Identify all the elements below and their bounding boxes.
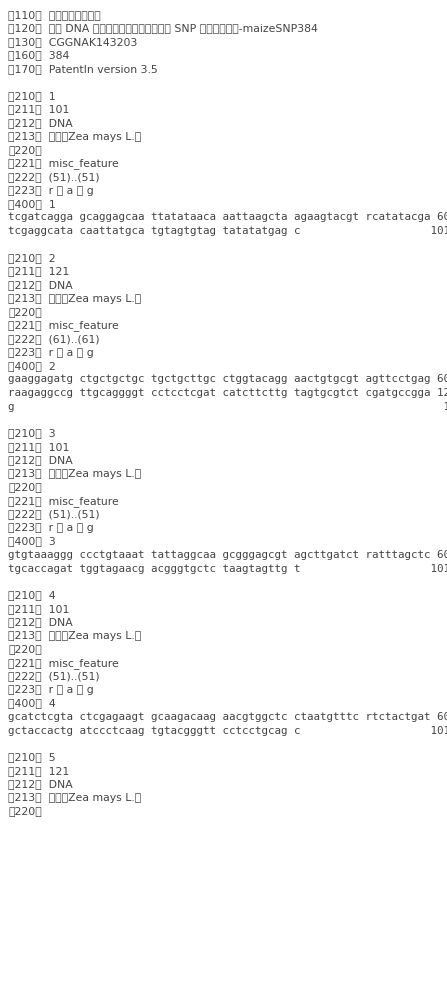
Text: tgcaccagat tggtagaacg acgggtgctc taagtagttg t                    101: tgcaccagat tggtagaacg acgggtgctc taagtag… bbox=[8, 564, 447, 574]
Text: 〈130〉  CGGNAK143203: 〈130〉 CGGNAK143203 bbox=[8, 37, 137, 47]
Text: 〈220〉: 〈220〉 bbox=[8, 806, 42, 816]
Text: 〈223〉  r 为 a 或 g: 〈223〉 r 为 a 或 g bbox=[8, 685, 94, 695]
Text: 〈210〉  1: 〈210〉 1 bbox=[8, 91, 55, 101]
Text: 〈221〉  misc_feature: 〈221〉 misc_feature bbox=[8, 496, 119, 507]
Text: 〈212〉  DNA: 〈212〉 DNA bbox=[8, 617, 73, 628]
Text: g                                                                  121: g 121 bbox=[8, 401, 447, 412]
Text: 〈220〉: 〈220〉 bbox=[8, 145, 42, 155]
Text: 〈213〉  玉米（Zea mays L.）: 〈213〉 玉米（Zea mays L.） bbox=[8, 631, 141, 641]
Text: 〈223〉  r 为 a 或 g: 〈223〉 r 为 a 或 g bbox=[8, 348, 94, 358]
Text: 〈220〉: 〈220〉 bbox=[8, 645, 42, 654]
Text: 〈222〉  (51)..(51): 〈222〉 (51)..(51) bbox=[8, 172, 100, 182]
Text: 〈223〉  r 为 a 或 g: 〈223〉 r 为 a 或 g bbox=[8, 186, 94, 196]
Text: 〈210〉  3: 〈210〉 3 bbox=[8, 428, 55, 438]
Text: 〈400〉  4: 〈400〉 4 bbox=[8, 698, 56, 708]
Text: 〈212〉  DNA: 〈212〉 DNA bbox=[8, 280, 73, 290]
Text: 〈222〉  (61)..(61): 〈222〉 (61)..(61) bbox=[8, 334, 100, 344]
Text: 〈170〉  PatentIn version 3.5: 〈170〉 PatentIn version 3.5 bbox=[8, 64, 158, 74]
Text: 〈213〉  玉米（Zea mays L.）: 〈213〉 玉米（Zea mays L.） bbox=[8, 793, 141, 803]
Text: 〈210〉  2: 〈210〉 2 bbox=[8, 253, 55, 263]
Text: 〈222〉  (51)..(51): 〈222〉 (51)..(51) bbox=[8, 672, 100, 682]
Text: 〈211〉  121: 〈211〉 121 bbox=[8, 266, 69, 276]
Text: 〈400〉  2: 〈400〉 2 bbox=[8, 361, 56, 371]
Text: 〈222〉  (51)..(51): 〈222〉 (51)..(51) bbox=[8, 510, 100, 520]
Text: 〈211〉  101: 〈211〉 101 bbox=[8, 604, 69, 614]
Text: gcatctcgta ctcgagaagt gcaagacaag aacgtggctc ctaatgtttc rtctactgat 60: gcatctcgta ctcgagaagt gcaagacaag aacgtgg… bbox=[8, 712, 447, 722]
Text: 〈223〉  r 为 a 或 g: 〈223〉 r 为 a 或 g bbox=[8, 523, 94, 533]
Text: raagaggccg ttgcaggggt cctcctcgat catcttcttg tagtgcgtct cgatgccgga 120: raagaggccg ttgcaggggt cctcctcgat catcttc… bbox=[8, 388, 447, 398]
Text: 〈160〉  384: 〈160〉 384 bbox=[8, 50, 69, 60]
Text: 〈221〉  misc_feature: 〈221〉 misc_feature bbox=[8, 658, 119, 669]
Text: 〈110〉  北京市农林科学院: 〈110〉 北京市农林科学院 bbox=[8, 10, 101, 20]
Text: 〈212〉  DNA: 〈212〉 DNA bbox=[8, 456, 73, 466]
Text: 〈221〉  misc_feature: 〈221〉 misc_feature bbox=[8, 158, 119, 169]
Text: 〈210〉  4: 〈210〉 4 bbox=[8, 590, 55, 600]
Text: tcgatcagga gcaggagcaa ttatataaca aattaagcta agaagtacgt rcatatacga 60: tcgatcagga gcaggagcaa ttatataaca aattaag… bbox=[8, 213, 447, 223]
Text: gtgtaaaggg ccctgtaaat tattaggcaa gcgggagcgt agcttgatct ratttagctc 60: gtgtaaaggg ccctgtaaat tattaggcaa gcgggag… bbox=[8, 550, 447, 560]
Text: gctaccactg atccctcaag tgtacgggtt cctcctgcag c                    101: gctaccactg atccctcaag tgtacgggtt cctcctg… bbox=[8, 726, 447, 736]
Text: 〈220〉: 〈220〉 bbox=[8, 307, 42, 317]
Text: 〈210〉  5: 〈210〉 5 bbox=[8, 752, 55, 762]
Text: 〈212〉  DNA: 〈212〉 DNA bbox=[8, 780, 73, 790]
Text: 〈213〉  玉米（Zea mays L.）: 〈213〉 玉米（Zea mays L.） bbox=[8, 294, 141, 304]
Text: 〈120〉  玉米 DNA 指纹库构建及品种分子鉴定 SNP 核心位点组合-maizeSNP384: 〈120〉 玉米 DNA 指纹库构建及品种分子鉴定 SNP 核心位点组合-mai… bbox=[8, 23, 318, 33]
Text: 〈213〉  玉米（Zea mays L.）: 〈213〉 玉米（Zea mays L.） bbox=[8, 131, 141, 141]
Text: 〈211〉  101: 〈211〉 101 bbox=[8, 104, 69, 114]
Text: 〈213〉  玉米（Zea mays L.）: 〈213〉 玉米（Zea mays L.） bbox=[8, 469, 141, 479]
Text: gaaggagatg ctgctgctgc tgctgcttgc ctggtacagg aactgtgcgt agttcctgag 60: gaaggagatg ctgctgctgc tgctgcttgc ctggtac… bbox=[8, 374, 447, 384]
Text: 〈220〉: 〈220〉 bbox=[8, 483, 42, 492]
Text: 〈211〉  121: 〈211〉 121 bbox=[8, 766, 69, 776]
Text: 〈211〉  101: 〈211〉 101 bbox=[8, 442, 69, 452]
Text: 〈212〉  DNA: 〈212〉 DNA bbox=[8, 118, 73, 128]
Text: 〈400〉  3: 〈400〉 3 bbox=[8, 536, 56, 546]
Text: 〈400〉  1: 〈400〉 1 bbox=[8, 199, 56, 209]
Text: 〈221〉  misc_feature: 〈221〉 misc_feature bbox=[8, 320, 119, 331]
Text: tcgaggcata caattatgca tgtagtgtag tatatatgag c                    101: tcgaggcata caattatgca tgtagtgtag tatatat… bbox=[8, 226, 447, 236]
